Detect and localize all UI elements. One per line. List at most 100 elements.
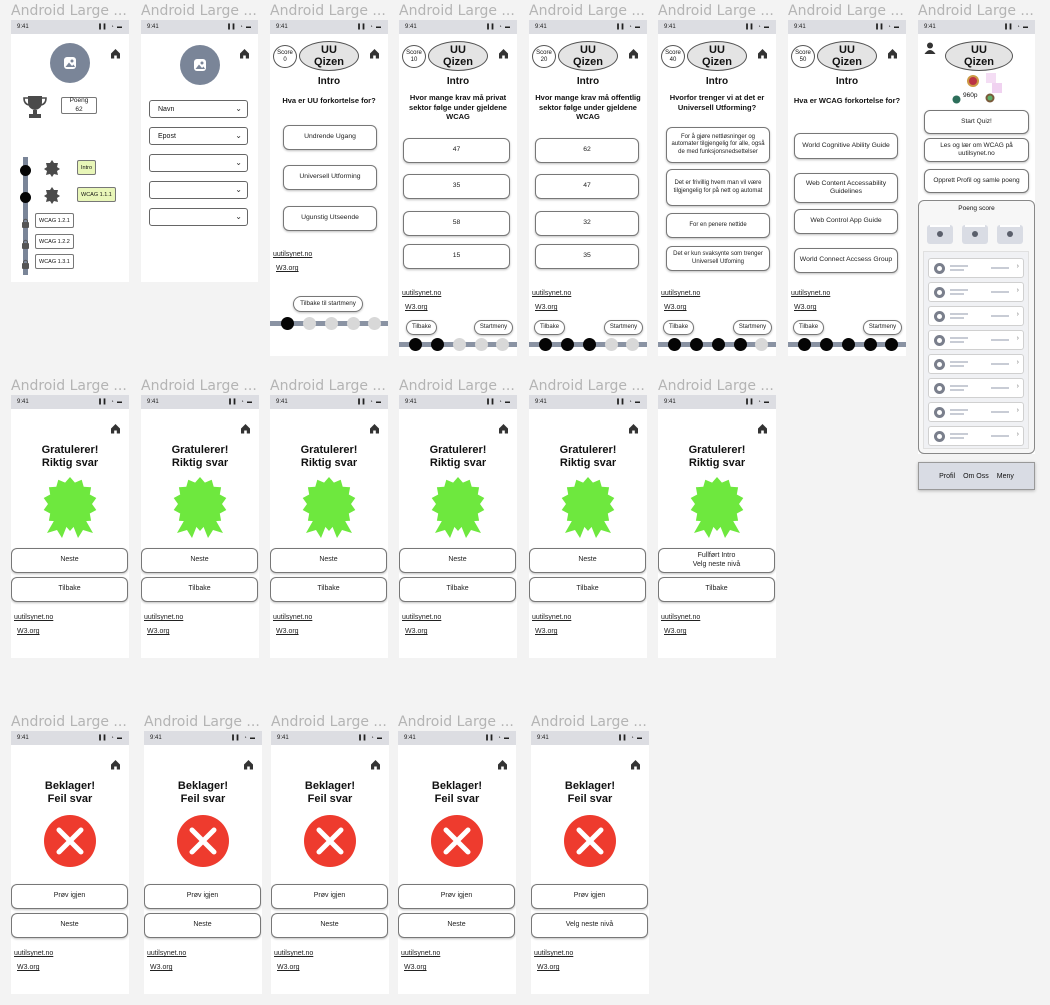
learn-wcag-button[interactable]: Les og lær om WCAG på uutilsynet.no [924,138,1029,162]
home-icon[interactable] [240,421,251,439]
tilbake-button[interactable]: Tilbake [663,320,694,335]
answer-button[interactable]: For å gjøre nettløsninger og automater t… [666,127,770,163]
uutilsynet-link[interactable]: uutilsynet.no [532,614,572,621]
uutilsynet-link[interactable]: uutilsynet.no [401,950,441,957]
next-button[interactable]: Neste [399,548,516,573]
leaderboard-row[interactable]: › [928,378,1024,398]
uutilsynet-link[interactable]: uutilsynet.no [532,290,572,297]
leaderboard-tab[interactable] [962,225,988,244]
home-icon[interactable] [239,46,250,64]
back-button[interactable]: Tilbake [529,577,646,602]
w3-link[interactable]: W3.org [664,628,687,635]
w3-link[interactable]: W3.org [17,628,40,635]
answer-button[interactable]: Universell Utforming [283,165,377,190]
form-field-select[interactable]: ⌄ [149,208,248,226]
next-button[interactable]: Neste [141,548,258,573]
create-profile-button[interactable]: Opprett Profil og samle poeng [924,169,1029,193]
startmeny-button[interactable]: Startmeny [733,320,772,335]
try-again-button[interactable]: Prøv igjen [398,884,515,909]
w3-link[interactable]: W3.org [794,304,817,311]
home-icon[interactable] [369,46,380,64]
uutilsynet-link[interactable]: uutilsynet.no [661,290,701,297]
answer-button[interactable]: Ugunstig Utseende [283,206,377,231]
form-field-select[interactable]: ⌄ [149,181,248,199]
leaderboard-row[interactable]: › [928,282,1024,302]
uutilsynet-link[interactable]: uutilsynet.no [144,614,184,621]
answer-button[interactable]: Web Control App Guide [794,209,898,234]
nav-item-meny[interactable]: Meny [996,472,1014,480]
try-again-button[interactable]: Prøv igjen [11,884,128,909]
uutilsynet-link[interactable]: uutilsynet.no [14,614,54,621]
uutilsynet-link[interactable]: uutilsynet.no [402,290,442,297]
answer-button[interactable]: Undrende Ugang [283,125,377,150]
answer-button[interactable]: 62 [535,138,639,163]
next-button[interactable]: Neste [144,913,261,938]
leaderboard-row[interactable]: › [928,402,1024,422]
answer-button[interactable]: Web Content Accessability Guidelines [794,173,898,203]
w3-link[interactable]: W3.org [405,628,428,635]
answer-button[interactable]: Det er frivillig hvem man vil være tilgj… [666,169,770,206]
form-field-select[interactable]: ⌄ [149,154,248,172]
w3-link[interactable]: W3.org [276,628,299,635]
form-field-select[interactable]: Navn ⌄ [149,100,248,118]
w3-link[interactable]: W3.org [147,628,170,635]
uutilsynet-link[interactable]: uutilsynet.no [274,950,314,957]
back-to-start-button[interactable]: Tilbake til startmeny [293,296,363,312]
tilbake-button[interactable]: Tilbake [406,320,437,335]
w3-link[interactable]: W3.org [404,964,427,971]
leaderboard-row[interactable]: › [928,426,1024,446]
next-button[interactable]: Neste [11,913,128,938]
answer-button[interactable]: 35 [403,174,510,199]
next-button[interactable]: Neste [398,913,515,938]
answer-button[interactable]: World Connect Accsess Group [794,248,898,273]
back-button[interactable]: Tilbake [399,577,516,602]
tilbake-button[interactable]: Tilbake [793,320,824,335]
home-icon[interactable] [887,46,898,64]
home-icon[interactable] [370,757,381,775]
back-button[interactable]: Tilbake [11,577,128,602]
answer-button[interactable]: For en penere nettide [666,213,770,238]
answer-button[interactable]: 32 [535,211,639,236]
uutilsynet-link[interactable]: uutilsynet.no [14,950,54,957]
uutilsynet-link[interactable]: uutilsynet.no [273,614,313,621]
home-icon[interactable] [243,757,254,775]
leaderboard-tab[interactable] [927,225,953,244]
tilbake-button[interactable]: Tilbake [534,320,565,335]
home-icon[interactable] [110,757,121,775]
home-icon[interactable] [110,421,121,439]
next-button[interactable]: Neste [529,548,646,573]
w3-link[interactable]: W3.org [17,964,40,971]
answer-button[interactable]: 58 [403,211,510,236]
uutilsynet-link[interactable]: uutilsynet.no [402,614,442,621]
form-field-select[interactable]: Epost ⌄ [149,127,248,145]
uutilsynet-link[interactable]: uutilsynet.no [147,950,187,957]
select-next-level-button[interactable]: Velg neste nivå [531,913,648,938]
startmeny-button[interactable]: Startmeny [863,320,902,335]
leaderboard-row[interactable]: › [928,306,1024,326]
home-icon[interactable] [630,757,641,775]
answer-button[interactable]: 35 [535,244,639,269]
next-button[interactable]: Neste [270,548,387,573]
leaderboard-row[interactable]: › [928,258,1024,278]
home-icon[interactable] [369,421,380,439]
uutilsynet-link[interactable]: uutilsynet.no [273,251,313,258]
w3-link[interactable]: W3.org [535,304,558,311]
start-quiz-button[interactable]: Start Quiz! [924,110,1029,134]
answer-button[interactable]: 47 [535,174,639,199]
try-again-button[interactable]: Prøv igjen [271,884,388,909]
back-button[interactable]: Tilbake [270,577,387,602]
startmeny-button[interactable]: Startmeny [604,320,643,335]
leaderboard-tab[interactable] [997,225,1023,244]
home-icon[interactable] [628,46,639,64]
finish-intro-button[interactable]: Fullført Intro Velg neste nivå [658,548,775,573]
home-icon[interactable] [110,46,121,64]
try-again-button[interactable]: Prøv igjen [531,884,648,909]
uutilsynet-link[interactable]: uutilsynet.no [661,614,701,621]
uutilsynet-link[interactable]: uutilsynet.no [534,950,574,957]
leaderboard-row[interactable]: › [928,354,1024,374]
answer-button[interactable]: World Cognitive Ability Guide [794,133,898,159]
startmeny-button[interactable]: Startmeny [474,320,513,335]
home-icon[interactable] [498,46,509,64]
home-icon[interactable] [757,421,768,439]
next-button[interactable]: Neste [271,913,388,938]
